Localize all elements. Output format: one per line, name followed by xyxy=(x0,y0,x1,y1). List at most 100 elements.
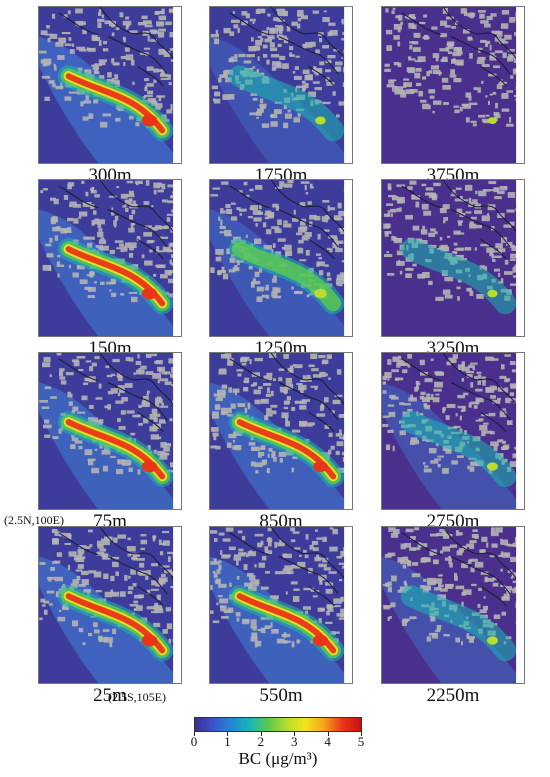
missing-data-cell xyxy=(416,385,419,390)
missing-data-cell xyxy=(501,611,507,616)
missing-data-cell xyxy=(281,412,289,419)
missing-data-cell xyxy=(218,270,226,274)
missing-data-cell xyxy=(252,278,256,283)
missing-data-cell xyxy=(297,23,301,29)
missing-data-cell xyxy=(128,252,134,258)
missing-data-cell xyxy=(78,216,82,219)
missing-data-cell xyxy=(267,13,271,17)
missing-data-cell xyxy=(270,390,274,397)
missing-data-cell xyxy=(72,579,79,584)
missing-data-cell xyxy=(299,420,308,427)
missing-data-cell xyxy=(421,396,430,403)
missing-data-cell xyxy=(297,113,301,117)
missing-data-cell xyxy=(89,365,94,372)
missing-data-cell xyxy=(464,247,472,251)
missing-data-cell xyxy=(159,551,164,556)
missing-data-cell xyxy=(328,235,338,239)
missing-data-cell xyxy=(435,393,440,396)
missing-data-cell xyxy=(297,247,304,254)
coastline xyxy=(58,7,181,111)
missing-data-cell xyxy=(98,383,102,389)
missing-data-cell xyxy=(480,20,489,24)
missing-data-cell xyxy=(478,114,486,118)
missing-data-cell xyxy=(120,246,125,253)
missing-data-cell xyxy=(335,450,340,455)
missing-data-cell xyxy=(510,283,519,286)
missing-data-cell xyxy=(86,242,93,249)
missing-data-cell xyxy=(400,362,408,367)
missing-data-cell xyxy=(260,586,269,590)
missing-data-cell xyxy=(42,264,52,271)
missing-data-cell xyxy=(478,418,484,422)
missing-data-cell xyxy=(64,96,72,101)
missing-data-cell xyxy=(485,577,495,582)
missing-data-cell xyxy=(232,11,235,14)
missing-data-cell xyxy=(45,33,54,36)
missing-data-cell xyxy=(158,95,162,102)
missing-data-cell xyxy=(387,429,394,433)
missing-data-cell xyxy=(168,270,176,274)
missing-data-cell xyxy=(302,606,311,610)
missing-data-cell xyxy=(283,389,288,394)
missing-data-cell xyxy=(307,201,312,205)
missing-data-cell xyxy=(296,85,303,89)
missing-data-cell xyxy=(162,246,171,252)
missing-data-cell xyxy=(104,20,113,25)
map-panel-1750m xyxy=(209,6,353,164)
missing-data-cell xyxy=(472,199,478,202)
missing-data-cell xyxy=(446,235,451,238)
missing-data-cell xyxy=(212,570,216,574)
missing-data-cell xyxy=(241,11,248,16)
missing-data-cell xyxy=(385,444,391,451)
missing-data-cell xyxy=(396,250,404,256)
missing-data-cell xyxy=(500,408,507,411)
colorbar-tick-label: 4 xyxy=(324,734,331,749)
missing-data-cell xyxy=(383,223,390,229)
missing-data-cell xyxy=(314,87,323,91)
missing-data-cell xyxy=(68,204,73,208)
missing-data-cell xyxy=(93,210,97,215)
missing-data-cell xyxy=(470,201,479,204)
missing-data-cell xyxy=(440,246,450,252)
missing-data-cell xyxy=(301,218,306,223)
missing-data-cell xyxy=(170,373,177,378)
missing-data-cell xyxy=(476,371,482,374)
missing-data-cell xyxy=(218,77,222,83)
missing-data-cell xyxy=(278,29,283,34)
missing-data-cell xyxy=(402,564,407,569)
missing-data-cell xyxy=(162,629,168,634)
missing-data-cell xyxy=(337,202,342,209)
missing-data-cell xyxy=(299,259,307,262)
missing-data-cell xyxy=(506,420,513,425)
missing-data-cell xyxy=(39,562,46,565)
missing-data-cell xyxy=(281,246,286,250)
missing-data-cell xyxy=(279,539,282,545)
missing-data-cell xyxy=(120,55,127,60)
missing-data-cell xyxy=(243,564,248,570)
missing-data-cell xyxy=(254,357,263,362)
missing-data-cell xyxy=(396,362,401,368)
missing-data-cell xyxy=(153,417,158,423)
missing-data-cell xyxy=(314,215,321,221)
missing-data-cell xyxy=(386,251,390,254)
missing-data-cell xyxy=(310,385,319,388)
missing-data-cell xyxy=(387,581,392,587)
missing-data-cell xyxy=(499,186,508,191)
missing-data-cell xyxy=(70,393,73,398)
missing-data-cell xyxy=(326,272,331,277)
missing-data-cell xyxy=(223,28,231,34)
missing-data-cell xyxy=(269,47,278,52)
missing-data-cell xyxy=(423,210,432,216)
missing-data-cell xyxy=(61,31,71,35)
missing-data-cell xyxy=(60,82,63,88)
missing-data-cell xyxy=(397,27,401,33)
missing-data-cell xyxy=(417,273,425,279)
missing-data-cell xyxy=(437,463,441,468)
missing-data-cell xyxy=(323,229,330,232)
missing-data-cell xyxy=(254,533,264,537)
coastline xyxy=(401,7,524,111)
missing-data-cell xyxy=(285,252,290,255)
missing-data-cell xyxy=(85,191,89,197)
missing-data-cell xyxy=(260,616,268,620)
missing-data-cell xyxy=(316,413,326,417)
